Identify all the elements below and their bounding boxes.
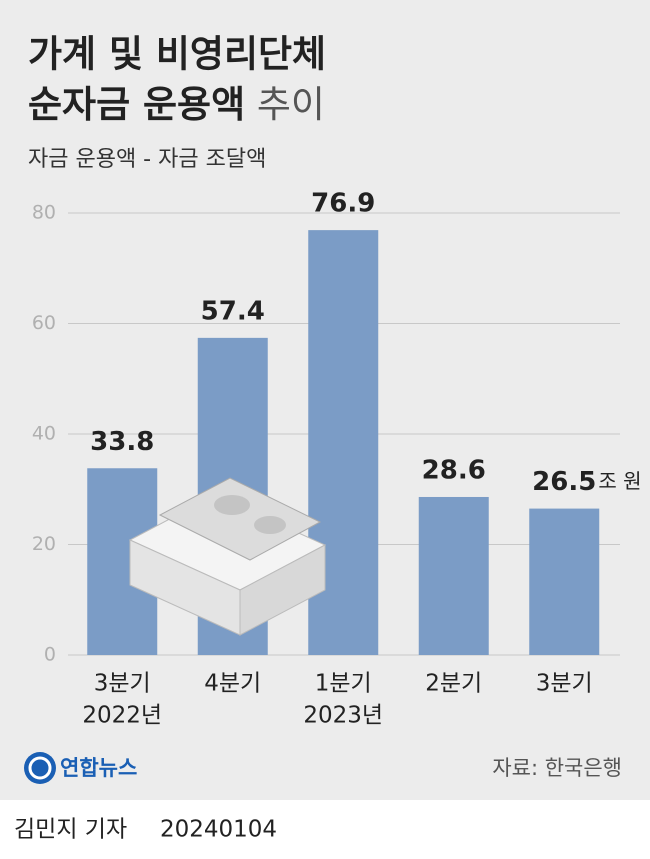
value-label: 33.8 <box>90 427 154 457</box>
x-tick-label: 3분기 <box>94 671 151 697</box>
money-portrait <box>254 516 286 534</box>
chart-title: 가계 및 비영리단체 <box>28 33 326 76</box>
x-tick-label: 4분기 <box>204 671 261 697</box>
date: 20240104 <box>160 817 277 843</box>
bar <box>418 496 489 655</box>
y-tick-label: 0 <box>44 644 56 666</box>
x-tick-label: 2023년 <box>303 703 383 729</box>
y-tick-label: 20 <box>32 533 56 555</box>
chart-title-light: 추이 <box>257 83 325 126</box>
logo: 연합뉴스 <box>24 752 137 784</box>
y-tick-label: 80 <box>32 202 56 224</box>
x-tick-label: 2분기 <box>425 671 482 697</box>
source: 자료: 한국은행 <box>492 756 622 780</box>
y-tick-label: 40 <box>32 423 56 445</box>
chart-title: 순자금 운용액 추이 <box>28 83 325 126</box>
money-portrait <box>214 495 250 515</box>
x-tick-label: 1분기 <box>315 671 372 697</box>
money-illustration <box>128 477 327 636</box>
chart-title: 순자금 운용액 <box>28 83 245 126</box>
value-label: 26.5 <box>532 467 596 497</box>
x-tick-label: 2022년 <box>82 703 162 729</box>
money-bill <box>158 477 322 561</box>
value-label: 76.9 <box>311 189 375 219</box>
value-label: 28.6 <box>422 455 486 485</box>
byline: 김민지 기자 <box>14 817 127 843</box>
logo-text: 연합뉴스 <box>60 756 137 780</box>
bar <box>529 508 600 655</box>
chart-subtitle: 자금 운용액 - 자금 조달액 <box>28 147 266 172</box>
x-tick-label: 3분기 <box>536 671 593 697</box>
y-tick-label: 60 <box>32 312 56 334</box>
byline-bar <box>0 800 650 859</box>
logo-icon <box>28 756 52 780</box>
value-label: 57.4 <box>201 296 265 326</box>
money-stack <box>239 544 326 636</box>
unit-label: 조 원 <box>598 469 641 493</box>
